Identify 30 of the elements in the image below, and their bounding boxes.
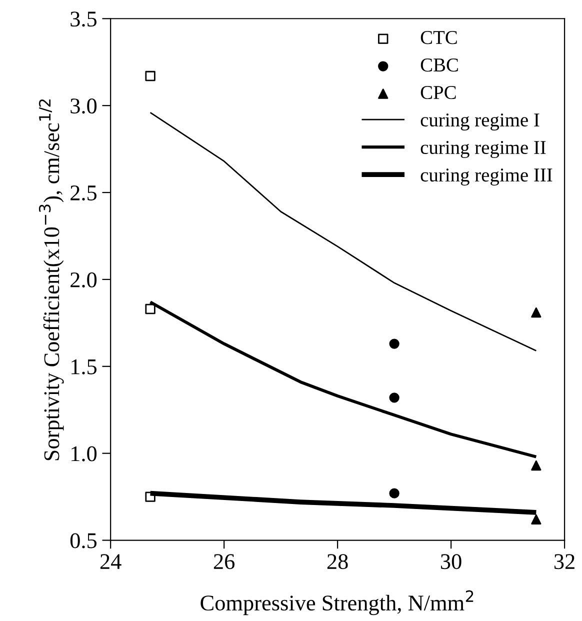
x-tick-label: 26	[214, 554, 235, 570]
point	[389, 338, 400, 349]
point	[389, 488, 400, 498]
legend-label: curing regime III	[420, 168, 552, 186]
legend-label: CPC	[420, 86, 456, 100]
legend-label: CBC	[420, 58, 458, 72]
point	[531, 514, 542, 524]
point	[531, 460, 542, 471]
y-tick-label: 3.5	[70, 12, 97, 27]
legend-label: CTC	[420, 31, 457, 44]
point	[145, 492, 156, 502]
y-tick-label: 0.5	[70, 533, 97, 548]
x-tick-label: 32	[554, 554, 574, 570]
y-tick-label: 2.0	[70, 272, 97, 288]
y-tick-label: 3.0	[70, 98, 97, 114]
legend-label: curing regime I	[420, 113, 540, 131]
point	[389, 392, 400, 403]
point	[145, 70, 156, 82]
legend-label: curing regime II	[420, 140, 546, 158]
y-tick-label: 2.5	[70, 186, 97, 201]
y-tick-label: 1.0	[72, 446, 97, 462]
x-tick-label: 30	[441, 554, 462, 570]
line-series	[148, 300, 538, 458]
y-axis-title: Sorptivity Coefficient(x10$^{−3}$), cm/sec$^{1/2}$	[38, 99, 64, 460]
x-tick-label: 28	[327, 554, 348, 570]
point	[531, 307, 542, 318]
point	[145, 304, 156, 314]
y-tick-label: 1.5	[72, 359, 97, 374]
x-tick-label: 24	[100, 554, 122, 569]
x-axis-title: Compressive Strength, N/mm$^{2}$	[200, 590, 474, 616]
